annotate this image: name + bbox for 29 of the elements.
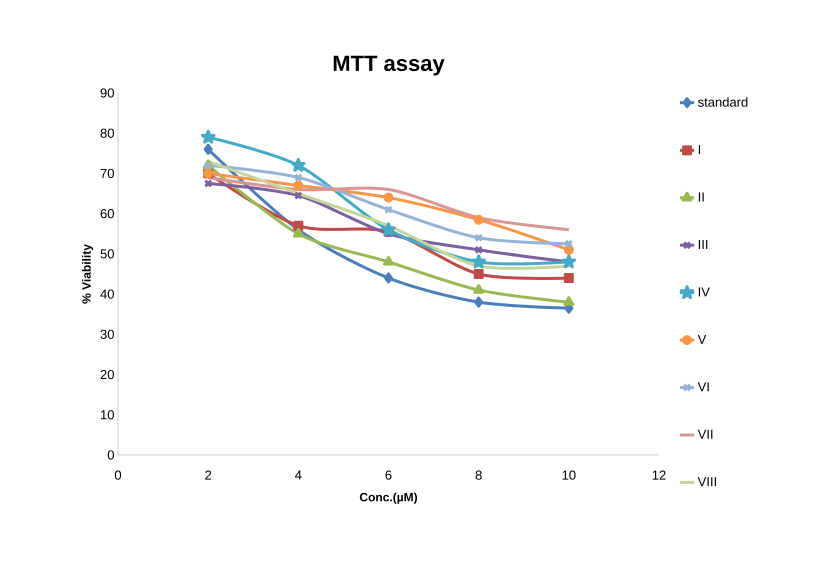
legend-label: V [698,334,706,344]
legend-label: IV [698,287,710,296]
y-tick-label: 20 [100,370,114,380]
x-axis-title: Conc.(µM) [360,492,418,504]
x-tick-label: 0 [114,470,122,480]
x-tick-label: 6 [386,470,392,480]
x-tick-label: 8 [476,470,482,480]
y-tick-label: 70 [100,168,114,178]
x-tick-label: 10 [562,470,576,480]
y-axis-title: % Viability [82,244,94,304]
legend-label: II [698,192,704,202]
legend-label: VIII [698,477,716,486]
x-tick-label: 2 [205,470,212,480]
y-tick-label: 60 [100,209,114,218]
legend-label: VII [698,430,712,439]
y-tick-label: 30 [100,330,114,339]
y-tick-label: 80 [100,128,114,138]
y-tick-label: 10 [101,410,114,420]
x-tick-label: 12 [652,470,666,480]
chart-title: MTT assay [334,56,445,76]
y-tick-label: 50 [100,249,114,258]
legend-label: standard [698,97,748,107]
y-tick-label: 90 [100,88,114,98]
legend-label: I [698,145,700,154]
y-tick-label: 40 [100,289,114,299]
legend-label: III [698,240,708,249]
x-tick-label: 4 [295,470,302,480]
y-tick-label: 0 [108,450,114,460]
legend-label: VI [698,382,709,392]
